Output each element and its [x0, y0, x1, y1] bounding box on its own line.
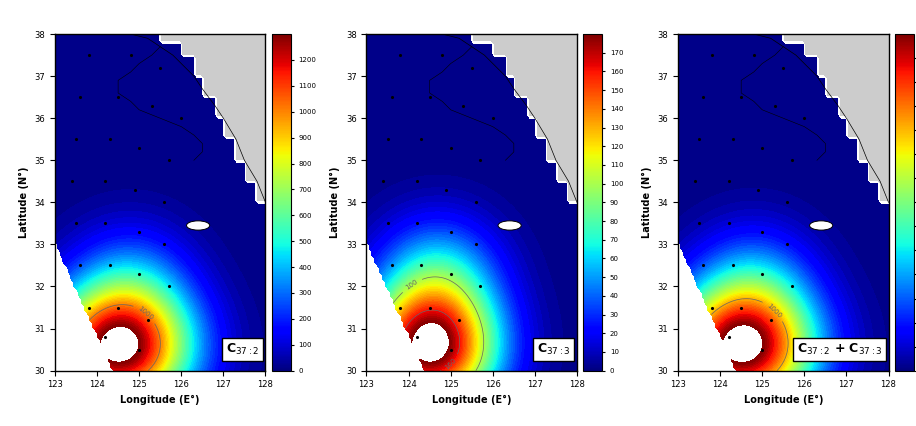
- Text: 160: 160: [444, 357, 458, 371]
- X-axis label: Longitude (E°): Longitude (E°): [121, 395, 200, 405]
- Text: 1000: 1000: [766, 302, 782, 319]
- Ellipse shape: [810, 221, 833, 230]
- Text: C$_{37:2}$: C$_{37:2}$: [225, 342, 259, 357]
- X-axis label: Longitude (E°): Longitude (E°): [744, 395, 823, 405]
- Text: 1000: 1000: [136, 305, 155, 321]
- Text: C$_{37:2}$ + C$_{37:3}$: C$_{37:2}$ + C$_{37:3}$: [797, 342, 882, 357]
- Text: 100: 100: [405, 279, 419, 291]
- Y-axis label: Latitude (N°): Latitude (N°): [331, 167, 341, 238]
- Ellipse shape: [498, 221, 521, 230]
- Text: C$_{37:3}$: C$_{37:3}$: [537, 342, 571, 357]
- X-axis label: Longitude (E°): Longitude (E°): [432, 395, 511, 405]
- Y-axis label: Latitude (N°): Latitude (N°): [642, 167, 652, 238]
- Y-axis label: Latitude (N°): Latitude (N°): [19, 167, 29, 238]
- Ellipse shape: [187, 221, 210, 230]
